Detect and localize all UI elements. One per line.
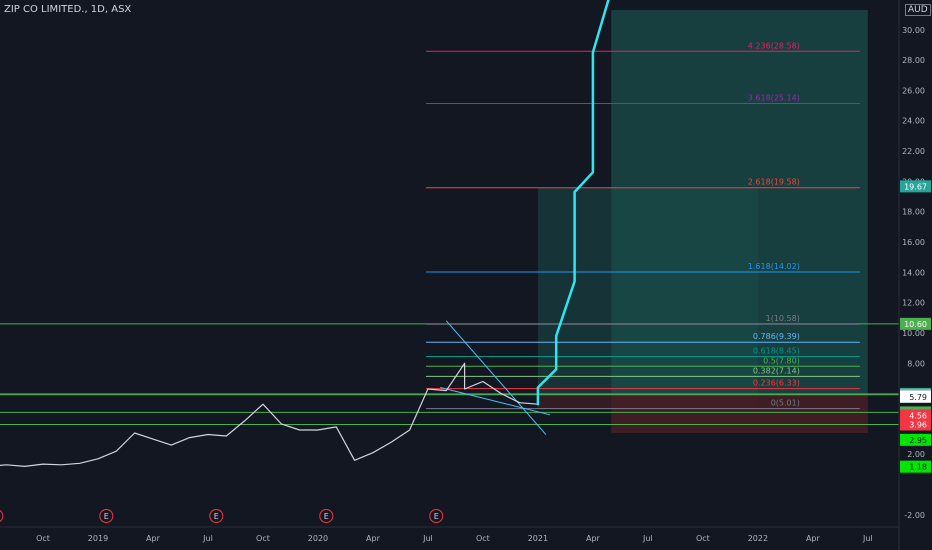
price-tag: 1.18	[900, 460, 931, 473]
fib-level-label: 4.236(28.58)	[748, 41, 800, 50]
price-tag-background	[900, 418, 931, 431]
price-tag-background	[900, 390, 931, 403]
price-line	[0, 362, 538, 467]
price-tag: 10.60	[900, 317, 931, 330]
symbol-title[interactable]: ZIP CO LIMITED., 1D, ASX	[4, 4, 132, 15]
price-axis-tick: 30.00	[902, 26, 925, 35]
time-axis-tick: 2022	[748, 534, 768, 543]
fib-level-label: 1.618(14.02)	[748, 262, 800, 271]
price-tag-label: 10.60	[904, 320, 927, 329]
price-axis-tick: 16.00	[902, 238, 925, 247]
earnings-marker-label: E	[434, 512, 439, 521]
wedge-upper-line	[445, 320, 547, 435]
time-axis-tick: Jul	[862, 534, 873, 543]
price-axis-tick: 26.00	[902, 86, 925, 95]
earnings-marker-icon	[209, 509, 224, 523]
price-tag-label: 2.95	[909, 436, 927, 445]
fib-level-label: 2.618(19.58)	[748, 178, 800, 187]
fibonacci-extension: 4.236(28.58) 3.618(25.14) 2.618(19.58) 1.61…	[425, 41, 860, 410]
price-tag: 2.95	[900, 433, 931, 446]
price-tag-label: 4.56	[909, 411, 927, 420]
price-series	[0, 362, 538, 467]
price-tag-label: 5.79	[909, 393, 927, 402]
price-axis-tick: 2.00	[907, 450, 925, 459]
price-axis-tick: 24.00	[902, 117, 925, 126]
price-tag-background	[900, 433, 931, 446]
price-axis-tick: 14.00	[902, 268, 925, 277]
price-tag-background	[900, 180, 931, 193]
time-axis-tick: Jul	[422, 534, 433, 543]
price-axis-tick: 18.00	[902, 208, 925, 217]
time-axis-tick: 2021	[528, 534, 548, 543]
fib-level-label: 0.618(8.45)	[753, 346, 800, 355]
earnings-markers: EEEEE	[0, 509, 444, 523]
price-tag-label: 3.96	[909, 421, 927, 430]
earnings-marker-icon	[429, 509, 444, 523]
fib-level-label: 1(10.58)	[766, 314, 800, 323]
price-axis-tick: -2.00	[904, 511, 925, 520]
currency-label[interactable]: AUD	[905, 4, 931, 16]
fib-level-label: 0.5(7.80)	[763, 356, 800, 365]
price-tag-background	[900, 317, 931, 330]
price-tags: 19.6710.605.985.925.885.794.764.563.962.…	[900, 180, 931, 473]
fib-level-label: 0(5.01)	[771, 399, 800, 408]
price-tag-background	[900, 409, 931, 422]
earnings-marker-icon	[99, 509, 114, 523]
price-tag: 3.96	[900, 418, 931, 431]
time-axis-tick: Jul	[202, 534, 213, 543]
price-axis-tick: 12.00	[902, 299, 925, 308]
trade-zones	[537, 10, 868, 434]
price-axis-tick: 22.00	[902, 147, 925, 156]
price-tag: 4.56	[900, 409, 931, 422]
fib-level-label: 0.236(6.33)	[753, 379, 800, 388]
wedge-lower-line	[440, 387, 551, 416]
price-tag-label: 19.67	[904, 182, 927, 191]
fib-level-label: 0.786(9.39)	[753, 332, 800, 341]
time-axis-tick: Apr	[806, 534, 821, 543]
time-axis-tick: Oct	[256, 534, 270, 543]
projection-line	[536, 0, 610, 406]
fib-level-label: 3.618(25.14)	[748, 93, 800, 102]
time-axis[interactable]: Oct 2019 Apr Jul Oct 2020 Apr Jul Oct 2021 Apr Jul O…	[36, 534, 873, 543]
price-axis-tick: 28.00	[902, 56, 925, 65]
earnings-marker-label: E	[104, 512, 109, 521]
price-tag: 5.79	[900, 390, 931, 403]
earnings-marker-label: E	[214, 512, 219, 521]
falling-wedge	[440, 320, 551, 435]
time-axis-tick: 2020	[308, 534, 328, 543]
price-axis-tick: 8.00	[907, 359, 925, 368]
price-tag: 19.67	[900, 180, 931, 193]
fib-level-label: 0.382(7.14)	[753, 366, 800, 375]
price-tag-background	[900, 460, 931, 473]
time-axis-tick: Oct	[696, 534, 710, 543]
earnings-marker-icon	[319, 509, 334, 523]
time-axis-tick: Apr	[146, 534, 161, 543]
time-axis-tick: Jul	[642, 534, 653, 543]
time-axis-tick: 2019	[88, 534, 108, 543]
time-axis-tick: Apr	[586, 534, 601, 543]
price-tag-label: 1.18	[909, 463, 927, 472]
time-axis-tick: Oct	[36, 534, 50, 543]
time-axis-tick: Oct	[476, 534, 490, 543]
inner-stop-zone	[537, 393, 758, 409]
time-axis-tick: Apr	[366, 534, 381, 543]
price-axis-tick: 10.00	[902, 329, 925, 338]
earnings-marker-label: E	[324, 512, 329, 521]
projection-path	[536, 0, 610, 406]
earnings-marker-icon	[0, 510, 4, 522]
